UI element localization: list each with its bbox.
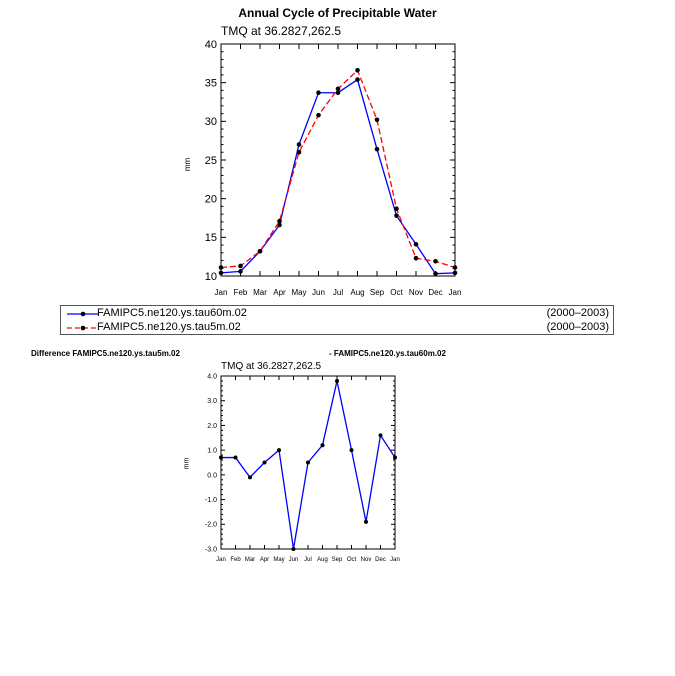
legend-label: FAMIPC5.ne120.ys.tau60m.02 [97,307,247,319]
data-point [374,146,380,152]
x-tick-label: Oct [347,557,357,563]
x-tick-label: Nov [409,288,423,297]
data-point [433,271,438,276]
y-tick-label: 4.0 [207,373,217,380]
data-point [349,448,354,453]
data-point [335,378,339,383]
x-tick-label: Jun [289,557,299,563]
y-tick-label: -1.0 [205,497,217,504]
data-point [238,263,243,269]
x-tick-label: Jul [304,557,312,563]
data-point [306,460,310,465]
data-point [355,77,360,82]
legend-years: (2000–2003) [546,307,609,319]
x-tick-label: Feb [234,288,248,297]
x-tick-label: Dec [428,288,442,297]
data-point [218,265,224,270]
x-tick-label: Jun [312,288,325,297]
page-title: Annual Cycle of Precipitable Water [238,6,437,20]
data-point [277,218,282,224]
data-point [452,265,458,270]
x-tick-label: Sep [370,288,385,297]
data-point [355,67,360,73]
data-point [374,117,380,123]
legend-years: (2000–2003) [546,321,609,333]
x-tick-label: Dec [375,557,386,563]
y-tick-label: 2.0 [207,423,217,430]
x-tick-label: Jul [333,288,343,297]
x-tick-label: Jan [216,557,226,563]
y-tick-label: 40 [205,39,217,51]
y-tick-label: -3.0 [205,546,217,553]
data-point [248,475,252,480]
x-tick-label: Apr [260,557,269,563]
x-tick-label: May [291,288,306,297]
bottom-chart-subtitle: TMQ at 36.2827,262.5 [221,361,322,372]
legend: FAMIPC5.ne120.ys.tau60m.02 (2000–2003) F… [60,305,614,335]
y-tick-label: 20 [205,194,217,206]
data-point [233,455,238,460]
data-point [257,248,263,254]
top-chart-subtitle: TMQ at 36.2827,262.5 [221,24,342,38]
data-point [296,149,302,155]
y-tick-label: 0.0 [207,472,217,479]
y-tick-label: -2.0 [205,522,217,529]
y-tick-label: 15 [205,232,217,244]
y-tick-label: 10 [205,271,217,283]
x-tick-label: Aug [317,557,328,563]
data-point [218,270,224,276]
y-tick-label: 1.0 [207,448,217,455]
x-tick-label: Jan [390,557,400,563]
data-point [335,86,341,92]
x-tick-label: Jan [449,288,462,297]
data-point [238,269,243,274]
data-point [394,206,399,212]
data-point [320,443,325,448]
x-tick-label: Oct [390,288,403,297]
data-point [394,213,399,218]
x-tick-label: Aug [350,288,364,297]
x-tick-label: May [273,557,284,563]
legend-line-red [67,325,99,331]
data-point [219,455,223,460]
y-tick-label: 3.0 [207,398,217,405]
y-tick-label: 30 [205,116,217,128]
data-point [364,519,368,524]
x-tick-label: Mar [245,557,255,563]
data-point [452,270,458,276]
x-tick-label: Sep [332,557,343,563]
legend-item-tau60m: FAMIPC5.ne120.ys.tau60m.02 (2000–2003) [61,307,613,321]
data-point [316,90,321,96]
data-point [262,460,267,465]
data-point [413,255,419,261]
legend-item-tau5m: FAMIPC5.ne120.ys.tau5m.02 (2000–2003) [61,321,613,335]
data-point [335,90,341,96]
x-tick-label: Feb [230,557,241,563]
difference-title-right: - FAMIPC5.ne120.ys.tau60m.02 [329,349,446,358]
y-tick-label: 35 [205,78,217,90]
data-point [433,259,438,264]
data-point [378,433,383,438]
x-tick-label: Jan [215,288,228,297]
legend-line-blue [67,311,99,317]
difference-title-left: Difference FAMIPC5.ne120.ys.tau5m.02 [31,349,180,358]
data-point [413,241,419,247]
data-point [277,448,281,453]
x-tick-label: Mar [253,288,267,297]
data-point [393,455,397,460]
data-point [296,142,302,147]
x-tick-label: Apr [273,288,286,297]
series-line-0 [221,380,396,550]
y-tick-label: 25 [205,155,217,167]
data-point [316,112,321,118]
x-tick-label: Nov [361,557,372,563]
legend-label: FAMIPC5.ne120.ys.tau5m.02 [97,321,241,333]
data-point [291,547,296,551]
